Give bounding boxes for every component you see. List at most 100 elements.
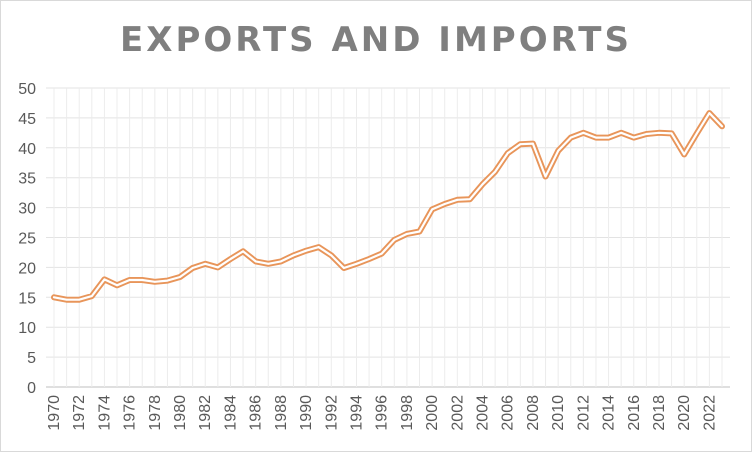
data-point-2014: [607, 136, 611, 140]
x-tick-label: 1998: [399, 395, 416, 431]
series-layer: [51, 110, 725, 303]
data-point-2023: [720, 124, 724, 128]
x-tick-label: 1972: [71, 395, 88, 431]
x-tick-label: 2004: [475, 395, 492, 431]
x-tick-label: 2022: [701, 395, 718, 431]
x-tick-label: 2018: [651, 395, 668, 431]
x-tick-label: 1988: [273, 395, 290, 431]
y-tick-label: 0: [27, 380, 36, 397]
x-tick-label: 2010: [550, 395, 567, 431]
x-tick-label: 2000: [424, 395, 441, 431]
data-point-1998: [405, 232, 409, 236]
x-tick-label: 2002: [449, 395, 466, 431]
data-point-1982: [203, 262, 207, 266]
data-point-1990: [304, 249, 308, 253]
y-axis-ticks: 0 5 10 15 20 25 30 35 40 45 50: [18, 81, 36, 397]
data-point-1994: [354, 262, 358, 266]
data-point-2009: [544, 175, 548, 179]
x-tick-label: 1990: [298, 395, 315, 431]
y-tick-label: 10: [18, 320, 36, 337]
data-point-2004: [481, 182, 485, 186]
data-point-1995: [367, 257, 371, 261]
data-point-1983: [216, 265, 220, 269]
x-tick-label: 1980: [172, 395, 189, 431]
data-point-2007: [518, 142, 522, 146]
data-point-1979: [165, 279, 169, 283]
data-point-2022: [707, 111, 711, 115]
data-point-1986: [254, 259, 258, 263]
data-point-1981: [191, 266, 195, 270]
data-point-1972: [77, 298, 81, 302]
chart-title: EXPORTS AND IMPORTS: [120, 20, 632, 60]
y-tick-label: 5: [27, 350, 36, 367]
data-point-1980: [178, 275, 182, 279]
data-point-1993: [342, 266, 346, 270]
data-point-1973: [90, 294, 94, 298]
x-tick-label: 1978: [147, 395, 164, 431]
data-point-1996: [380, 252, 384, 256]
y-tick-label: 45: [18, 111, 36, 128]
x-tick-label: 1982: [197, 395, 214, 431]
data-point-2011: [569, 136, 573, 140]
data-point-2019: [670, 131, 674, 135]
data-point-1997: [392, 238, 396, 242]
data-point-2008: [531, 142, 535, 146]
data-point-2002: [455, 198, 459, 202]
y-tick-label: 25: [18, 231, 36, 248]
data-point-2003: [468, 197, 472, 201]
data-point-2013: [594, 136, 598, 140]
data-point-1991: [317, 245, 321, 249]
data-point-1985: [241, 249, 245, 253]
data-point-1992: [329, 253, 333, 257]
y-tick-label: 20: [18, 260, 36, 277]
x-tick-label: 1996: [374, 395, 391, 431]
x-tick-label: 1976: [122, 395, 139, 431]
data-point-2005: [493, 170, 497, 174]
data-point-2012: [581, 131, 585, 135]
data-point-2020: [682, 152, 686, 156]
x-tick-label: 2016: [626, 395, 643, 431]
x-axis-ticks: 1970 1972 1974 1976 1978 1980 1982 1984 1986 1988…: [46, 395, 718, 431]
data-point-2001: [443, 202, 447, 206]
grid-lines: [46, 87, 730, 388]
x-tick-label: 2020: [676, 395, 693, 431]
data-point-1971: [65, 298, 69, 302]
data-point-1976: [128, 278, 132, 282]
x-tick-label: 1992: [323, 395, 340, 431]
x-tick-label: 1994: [348, 395, 365, 431]
data-point-2015: [619, 131, 623, 135]
data-point-2000: [430, 207, 434, 211]
x-tick-label: 2008: [525, 395, 542, 431]
x-tick-label: 2006: [500, 395, 517, 431]
x-tick-label: 1970: [46, 395, 63, 431]
x-tick-label: 1974: [96, 395, 113, 431]
data-point-1999: [418, 230, 422, 234]
y-tick-label: 40: [18, 141, 36, 158]
x-tick-label: 1986: [248, 395, 265, 431]
data-point-1975: [115, 283, 119, 287]
x-tick-label: 2012: [575, 395, 592, 431]
data-point-2018: [657, 131, 661, 135]
data-point-1977: [140, 278, 144, 282]
data-point-2006: [506, 151, 510, 155]
series-line-core: [52, 111, 724, 301]
data-point-2021: [695, 131, 699, 135]
data-point-1984: [228, 257, 232, 261]
data-point-2017: [644, 132, 648, 136]
data-point-2010: [556, 149, 560, 153]
data-point-1978: [153, 280, 157, 284]
y-tick-label: 30: [18, 201, 36, 218]
y-tick-label: 50: [18, 81, 36, 98]
data-point-1987: [266, 262, 270, 266]
data-point-1988: [279, 259, 283, 263]
x-tick-label: 2014: [601, 395, 618, 431]
x-tick-label: 1984: [222, 395, 239, 431]
data-point-1989: [291, 253, 295, 257]
y-tick-label: 35: [18, 171, 36, 188]
series-line-outline: [51, 110, 725, 303]
data-point-1974: [102, 277, 106, 281]
data-point-1970: [52, 295, 56, 299]
data-point-2016: [632, 136, 636, 140]
